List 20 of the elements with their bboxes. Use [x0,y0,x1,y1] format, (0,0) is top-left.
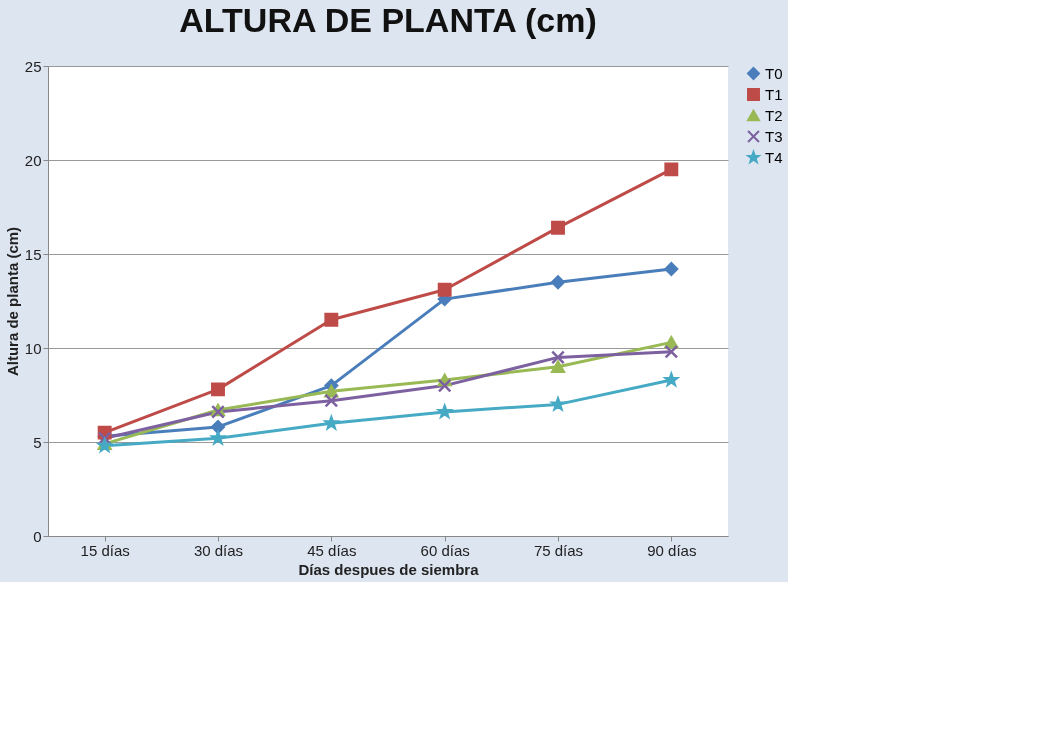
legend-label: T3 [765,127,783,145]
y-tick-label: 10 [24,339,42,357]
y-axis-title: Altura de planta (cm) [3,226,21,377]
y-tick-label: 25 [24,57,42,75]
legend-label: T4 [765,148,783,166]
x-tick-label: 60 días [420,541,470,559]
x-axis-title: Días despues de siembra [298,560,480,578]
chart-title: ALTURA DE PLANTA (cm) [179,1,597,39]
y-tick-label: 20 [24,151,42,169]
y-tick-label: 15 [24,245,42,263]
legend-label: T2 [765,106,783,124]
x-tick-label: 30 días [193,541,244,559]
x-tick-label: 15 días [80,541,130,559]
x-tick-label: 90 días [647,541,697,559]
legend-label: T0 [765,64,783,82]
y-tick-label: 0 [33,527,42,545]
x-tick-label: 75 días [533,541,584,559]
y-tick-label: 5 [33,433,42,451]
legend-label: T1 [765,85,783,103]
x-tick-label: 45 días [307,541,357,559]
